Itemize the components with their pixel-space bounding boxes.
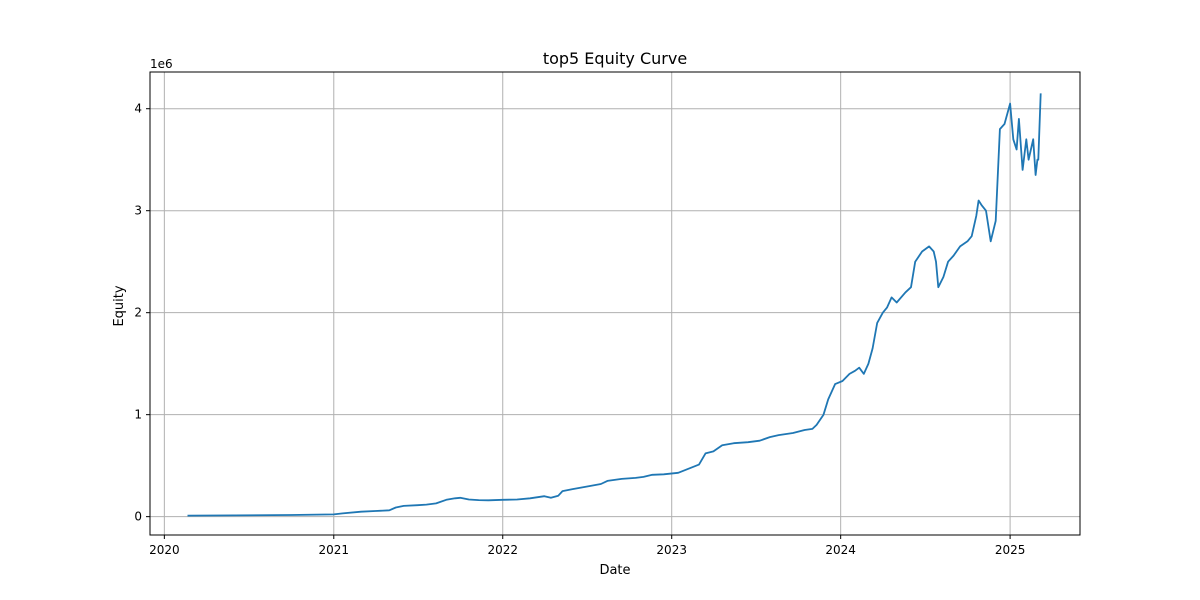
x-tick-label: 2023: [656, 543, 687, 557]
x-tick-label: 2020: [149, 543, 180, 557]
chart-title: top5 Equity Curve: [543, 49, 687, 68]
x-tick-label: 2025: [995, 543, 1026, 557]
grid: [150, 72, 1080, 535]
equity-series-line: [187, 93, 1042, 517]
y-axis-ticks: 0 1 2 3 4: [134, 102, 150, 524]
y-tick-label: 2: [134, 306, 142, 320]
y-axis-label: Equity: [112, 285, 127, 326]
x-axis-ticks: 2020 2021 2022 2023 2024 2025: [149, 535, 1025, 557]
y-tick-label: 3: [134, 204, 142, 218]
x-tick-label: 2022: [487, 543, 518, 557]
series-layer: [187, 93, 1042, 517]
plot-frame: [149, 71, 1081, 536]
y-tick-label: 4: [134, 102, 142, 116]
y-tick-label: 1: [134, 408, 142, 422]
x-axis-label: Date: [599, 563, 630, 578]
x-tick-label: 2021: [319, 543, 350, 557]
y-axis-offset-label: 1e6: [150, 57, 173, 71]
x-tick-label: 2024: [825, 543, 856, 557]
y-tick-label: 0: [134, 510, 142, 524]
